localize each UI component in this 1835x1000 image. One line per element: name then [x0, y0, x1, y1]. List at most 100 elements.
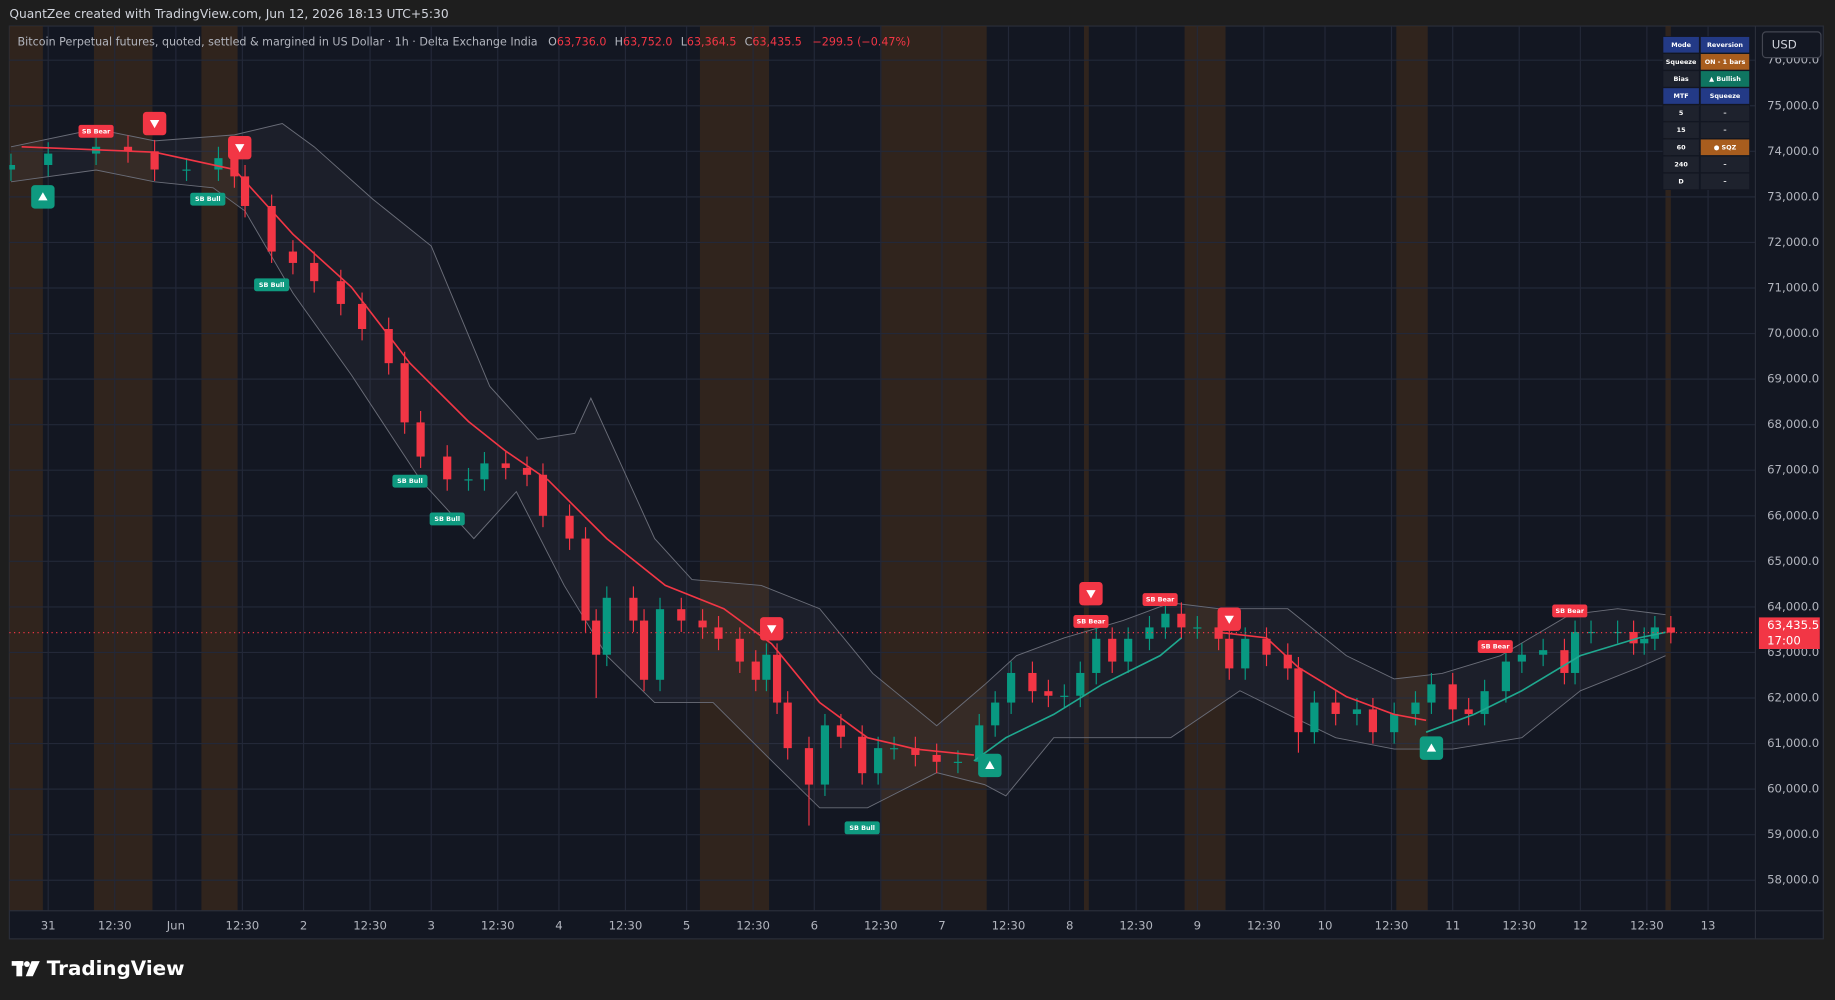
- signal-box: [78, 124, 114, 138]
- signal-label: SB Bull: [434, 515, 460, 523]
- signal-box: [429, 512, 465, 526]
- candle-body: [581, 538, 590, 621]
- session-shading: [1184, 26, 1226, 911]
- candle-body: [1640, 638, 1649, 644]
- session-shading: [93, 26, 153, 911]
- candle-body: [1390, 713, 1399, 733]
- logo-mark: [23, 961, 30, 967]
- table-text: D: [1678, 177, 1683, 185]
- signal-label: SB Bear: [1481, 643, 1510, 651]
- x-tick-label: 12:30: [1502, 918, 1536, 932]
- last-price-box: [1758, 617, 1820, 649]
- table-text: Bias: [1673, 75, 1688, 83]
- session-shading: [1665, 26, 1671, 911]
- candle-body: [501, 463, 510, 468]
- x-tick-label: 9: [1194, 918, 1201, 932]
- candle-body: [858, 736, 867, 774]
- y-tick-label: 66,000.0: [1767, 508, 1819, 522]
- x-tick-label: 12:30: [736, 918, 770, 932]
- change: −299.5 (−0.47%): [812, 35, 910, 48]
- trend-line: [21, 145, 974, 756]
- y-tick-label: 68,000.0: [1767, 417, 1819, 431]
- x-tick-label: 6: [811, 918, 818, 932]
- signals-layer: SB Bear SB Bear SB Bear SB Bear SB Bear SB Bu…: [31, 111, 1588, 835]
- signal-box: [1477, 640, 1513, 653]
- table-text: –: [1723, 109, 1726, 117]
- currency-button[interactable]: [1761, 31, 1822, 59]
- x-tick-label: 5: [683, 918, 690, 932]
- candle-body: [735, 638, 744, 662]
- table-text: 5: [1679, 109, 1684, 117]
- x-tick-label: 3: [428, 918, 435, 932]
- candle-body: [288, 251, 298, 263]
- x-tick-label: 8: [1066, 918, 1073, 932]
- x-tick-label: 12:30: [864, 918, 898, 932]
- candle-body: [1539, 650, 1548, 655]
- candle-body: [565, 515, 574, 539]
- x-tick-label: 12:30: [481, 918, 515, 932]
- x-tick-label: 12:30: [992, 918, 1026, 932]
- candle-body: [464, 479, 473, 481]
- candle-body: [240, 176, 250, 206]
- y-tick-label: 65,000.0: [1767, 554, 1819, 568]
- candle-body: [772, 654, 782, 703]
- session-shading: [1084, 26, 1089, 911]
- candle-body: [443, 456, 452, 480]
- table-cell: [1662, 104, 1700, 122]
- branding: TradingView: [47, 957, 185, 980]
- x-tick-label: 31: [41, 918, 56, 932]
- session-shading: [881, 26, 987, 911]
- table-text: Reversion: [1707, 41, 1743, 49]
- ohlc-value: 63,435.5: [752, 35, 801, 48]
- table-text: –: [1723, 160, 1726, 168]
- table-cell: [1700, 121, 1750, 139]
- candle-body: [1480, 691, 1489, 714]
- signal-box: [254, 278, 290, 292]
- candle-body: [762, 654, 771, 680]
- signal-label: SB Bull: [259, 281, 285, 289]
- candle-body: [639, 620, 649, 680]
- candle-body: [751, 661, 760, 680]
- x-tick-label: 12:30: [226, 918, 260, 932]
- candle-body: [9, 164, 16, 170]
- x-tick-label: 12:30: [1375, 918, 1409, 932]
- trend-line: [973, 637, 1182, 762]
- candle-body: [1092, 638, 1101, 673]
- grid-layer: [9, 26, 1756, 911]
- candle-body: [1060, 695, 1069, 697]
- table-text: Mode: [1671, 41, 1691, 49]
- signal-box: [844, 821, 880, 835]
- candle-body: [538, 474, 548, 516]
- signal-box: [190, 192, 226, 206]
- candle-body: [1310, 702, 1319, 733]
- candle-body: [1501, 661, 1511, 692]
- candle-body: [1108, 638, 1117, 662]
- table-cell: [1662, 53, 1700, 71]
- x-tick-label: 12:30: [1247, 918, 1281, 932]
- candle-body: [1331, 702, 1340, 714]
- band-upper: [10, 123, 1666, 727]
- signal-label: SB Bear: [1077, 617, 1106, 625]
- candle-body: [1666, 627, 1675, 633]
- table-cell: [1662, 155, 1700, 173]
- candle-body: [267, 205, 276, 252]
- candle-body: [1262, 638, 1271, 655]
- candle-body: [655, 609, 665, 680]
- candle-body: [1145, 627, 1154, 639]
- candle-body: [698, 620, 707, 628]
- table-cell: [1700, 172, 1750, 190]
- table-text: –: [1723, 126, 1726, 134]
- candle-body: [592, 620, 601, 655]
- candle-body: [1161, 613, 1170, 628]
- ohlc-key: H: [615, 35, 623, 48]
- currency[interactable]: USD: [1772, 37, 1797, 51]
- table-cell: [1662, 70, 1700, 88]
- arrow-glyph: [1426, 743, 1437, 752]
- arrow-glyph: [38, 192, 48, 201]
- arrow-glyph: [767, 625, 777, 634]
- table-cell: [1700, 36, 1750, 54]
- candle-body: [804, 748, 814, 785]
- candle-body: [182, 169, 191, 171]
- candle-body: [150, 151, 159, 170]
